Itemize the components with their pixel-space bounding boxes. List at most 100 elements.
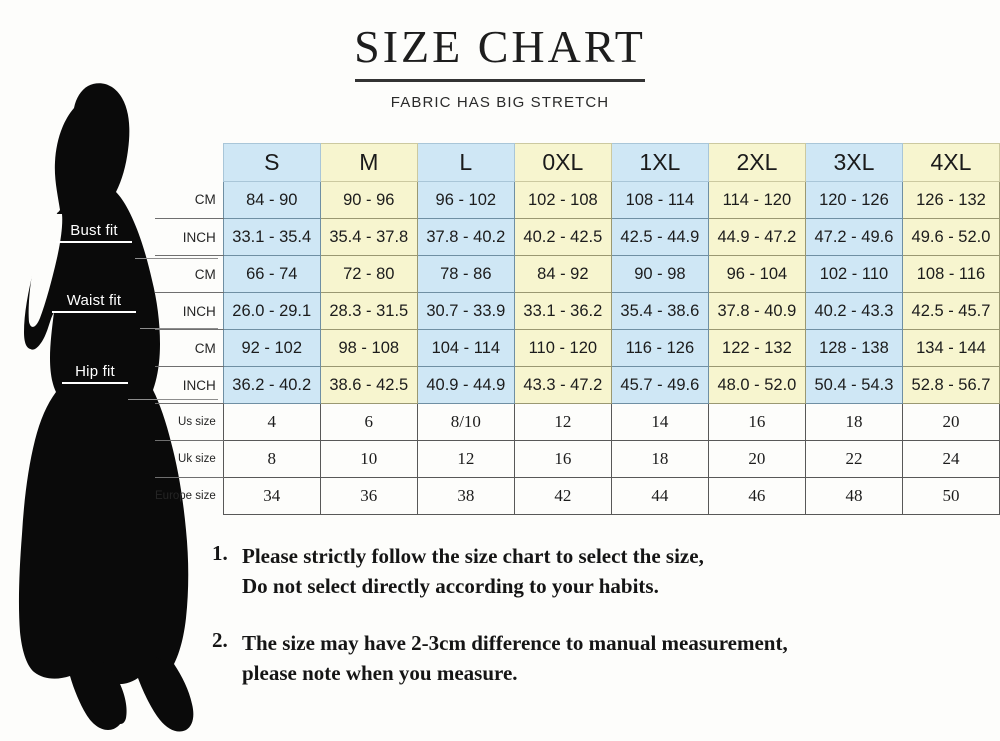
cell-waist-inch-0xl: 33.1 - 36.2 xyxy=(513,292,612,330)
header-corner-cell xyxy=(155,144,223,182)
row-unit-label: CM xyxy=(155,329,224,367)
row-unit-label: CM xyxy=(155,255,224,293)
column-header-2xl: 2XL xyxy=(707,143,806,182)
note-line-1: The size may have 2-3cm difference to ma… xyxy=(242,630,788,655)
column-header-l: L xyxy=(416,143,515,182)
cell-waist-inch-l: 30.7 - 33.9 xyxy=(416,292,515,330)
title-block: SIZE CHART FABRIC HAS BIG STRETCH xyxy=(330,22,670,111)
column-header-1xl: 1XL xyxy=(610,143,709,182)
cell-bust-cm-l: 96 - 102 xyxy=(416,181,515,219)
cell-uk-4xl: 24 xyxy=(901,440,1000,478)
row-unit-label: CM xyxy=(155,181,224,219)
cell-waist-inch-2xl: 37.8 - 40.9 xyxy=(707,292,806,330)
cell-us-4xl: 20 xyxy=(901,403,1000,441)
cell-uk-1xl: 18 xyxy=(610,440,709,478)
bust-fit-label: Bust fit xyxy=(56,222,132,243)
table-row: Us size 4 6 8/10 12 14 16 18 20 xyxy=(155,403,1000,441)
cell-uk-s: 8 xyxy=(222,440,321,478)
row-unit-label: INCH xyxy=(155,292,224,330)
table-row: INCH 33.1 - 35.4 35.4 - 37.8 37.8 - 40.2… xyxy=(155,218,1000,256)
table-row: INCH 26.0 - 29.1 28.3 - 31.5 30.7 - 33.9… xyxy=(155,292,1000,330)
cell-us-l: 8/10 xyxy=(416,403,515,441)
note-line-2: please note when you measure. xyxy=(242,661,518,686)
cell-eu-l: 38 xyxy=(416,477,515,515)
cell-bust-cm-0xl: 102 - 108 xyxy=(513,181,612,219)
cell-hip-cm-l: 104 - 114 xyxy=(416,329,515,367)
waist-fit-label: Waist fit xyxy=(52,292,136,313)
cell-waist-cm-1xl: 90 - 98 xyxy=(610,255,709,293)
row-unit-label: INCH xyxy=(155,366,224,404)
column-header-s: S xyxy=(222,143,321,182)
row-label-us-size: Us size xyxy=(155,403,224,441)
cell-waist-cm-0xl: 84 - 92 xyxy=(513,255,612,293)
cell-waist-inch-4xl: 42.5 - 45.7 xyxy=(901,292,1000,330)
cell-bust-inch-m: 35.4 - 37.8 xyxy=(319,218,418,256)
page-title: SIZE CHART xyxy=(354,21,646,72)
cell-hip-inch-l: 40.9 - 44.9 xyxy=(416,366,515,404)
cell-waist-inch-3xl: 40.2 - 43.3 xyxy=(804,292,903,330)
column-header-3xl: 3XL xyxy=(804,143,903,182)
cell-bust-cm-3xl: 120 - 126 xyxy=(804,181,903,219)
title-divider xyxy=(355,78,645,82)
cell-hip-inch-m: 38.6 - 42.5 xyxy=(319,366,418,404)
cell-bust-cm-4xl: 126 - 132 xyxy=(901,181,1000,219)
cell-us-2xl: 16 xyxy=(707,403,806,441)
cell-us-m: 6 xyxy=(319,403,418,441)
cell-hip-cm-2xl: 122 - 132 xyxy=(707,329,806,367)
cell-uk-3xl: 22 xyxy=(804,440,903,478)
cell-us-s: 4 xyxy=(222,403,321,441)
table-row: CM 92 - 102 98 - 108 104 - 114 110 - 120… xyxy=(155,329,1000,367)
cell-eu-1xl: 44 xyxy=(610,477,709,515)
cell-bust-inch-4xl: 49.6 - 52.0 xyxy=(901,218,1000,256)
cell-eu-3xl: 48 xyxy=(804,477,903,515)
cell-waist-inch-m: 28.3 - 31.5 xyxy=(319,292,418,330)
column-header-4xl: 4XL xyxy=(901,143,1000,182)
cell-uk-2xl: 20 xyxy=(707,440,806,478)
cell-bust-inch-0xl: 40.2 - 42.5 xyxy=(513,218,612,256)
note-number: 2. xyxy=(212,627,228,652)
cell-hip-cm-s: 92 - 102 xyxy=(222,329,321,367)
cell-bust-cm-1xl: 108 - 114 xyxy=(610,181,709,219)
cell-waist-cm-l: 78 - 86 xyxy=(416,255,515,293)
column-header-m: M xyxy=(319,143,418,182)
cell-uk-m: 10 xyxy=(319,440,418,478)
cell-hip-inch-4xl: 52.8 - 56.7 xyxy=(901,366,1000,404)
cell-bust-cm-s: 84 - 90 xyxy=(222,181,321,219)
table-row: Europe size 34 36 38 42 44 46 48 50 xyxy=(155,477,1000,515)
cell-eu-s: 34 xyxy=(222,477,321,515)
cell-eu-0xl: 42 xyxy=(513,477,612,515)
cell-bust-inch-1xl: 42.5 - 44.9 xyxy=(610,218,709,256)
cell-hip-cm-3xl: 128 - 138 xyxy=(804,329,903,367)
cell-eu-4xl: 50 xyxy=(901,477,1000,515)
cell-us-0xl: 12 xyxy=(513,403,612,441)
size-chart-table: S M L 0XL 1XL 2XL 3XL 4XL CM 84 - 90 90 … xyxy=(155,143,1000,515)
cell-us-3xl: 18 xyxy=(804,403,903,441)
row-unit-label: INCH xyxy=(155,218,224,256)
note-text: Please strictly follow the size chart to… xyxy=(242,541,704,602)
row-label-europe-size: Europe size xyxy=(155,490,216,503)
table-row: INCH 36.2 - 40.2 38.6 - 42.5 40.9 - 44.9… xyxy=(155,366,1000,404)
cell-bust-inch-2xl: 44.9 - 47.2 xyxy=(707,218,806,256)
cell-hip-cm-0xl: 110 - 120 xyxy=(513,329,612,367)
table-row: CM 84 - 90 90 - 96 96 - 102 102 - 108 10… xyxy=(155,181,1000,219)
cell-waist-cm-3xl: 102 - 110 xyxy=(804,255,903,293)
cell-us-1xl: 14 xyxy=(610,403,709,441)
cell-bust-inch-l: 37.8 - 40.2 xyxy=(416,218,515,256)
cell-waist-inch-s: 26.0 - 29.1 xyxy=(222,292,321,330)
cell-waist-inch-1xl: 35.4 - 38.6 xyxy=(610,292,709,330)
row-label-uk-size: Uk size xyxy=(155,440,224,478)
table-header-row: S M L 0XL 1XL 2XL 3XL 4XL xyxy=(155,143,1000,182)
cell-waist-cm-2xl: 96 - 104 xyxy=(707,255,806,293)
cell-hip-inch-2xl: 48.0 - 52.0 xyxy=(707,366,806,404)
cell-bust-cm-2xl: 114 - 120 xyxy=(707,181,806,219)
cell-hip-cm-1xl: 116 - 126 xyxy=(610,329,709,367)
hip-fit-label: Hip fit xyxy=(62,363,128,384)
cell-uk-l: 12 xyxy=(416,440,515,478)
cell-bust-cm-m: 90 - 96 xyxy=(319,181,418,219)
note-text: The size may have 2-3cm difference to ma… xyxy=(242,628,788,689)
cell-hip-inch-s: 36.2 - 40.2 xyxy=(222,366,321,404)
cell-hip-inch-1xl: 45.7 - 49.6 xyxy=(610,366,709,404)
cell-hip-inch-0xl: 43.3 - 47.2 xyxy=(513,366,612,404)
note-line-1: Please strictly follow the size chart to… xyxy=(242,544,704,568)
